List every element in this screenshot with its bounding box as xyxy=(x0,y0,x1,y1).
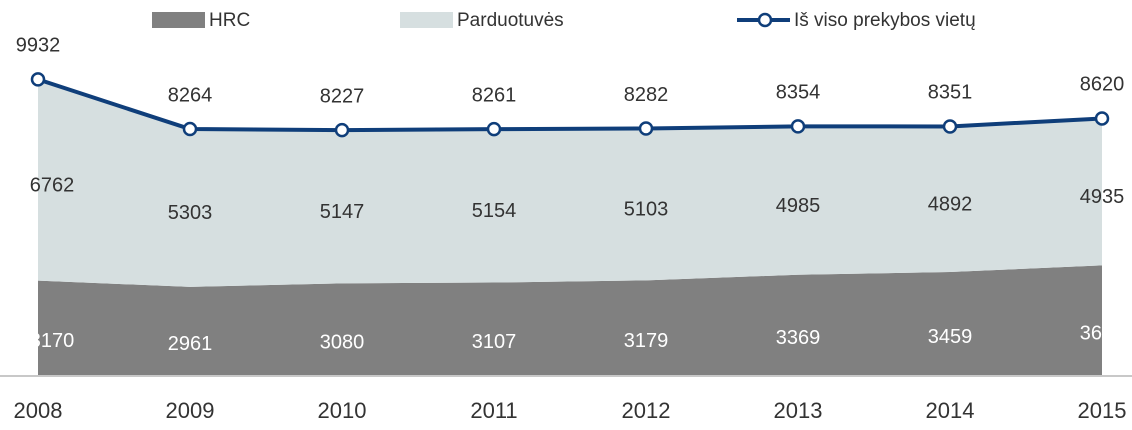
x-tick-label: 2011 xyxy=(470,398,517,423)
x-tick-label: 2014 xyxy=(926,398,975,423)
legend-label: HRC xyxy=(209,10,250,31)
data-label: 9932 xyxy=(16,35,61,57)
point xyxy=(334,122,350,138)
x-tick-label: 2010 xyxy=(318,398,367,423)
point xyxy=(942,119,958,134)
data-label: 3179 xyxy=(624,330,669,352)
x-tick-label: 2008 xyxy=(14,398,63,423)
data-label: 3459 xyxy=(928,326,973,348)
data-label: 5154 xyxy=(472,200,517,222)
data-label: 4892 xyxy=(928,194,973,216)
data-label: 3107 xyxy=(472,331,517,353)
area xyxy=(38,265,1102,375)
x-tick-label: 2009 xyxy=(166,398,215,423)
point xyxy=(30,72,46,87)
data-label: 4985 xyxy=(776,195,821,217)
data-label: 3080 xyxy=(320,331,365,353)
data-label: 6762 xyxy=(30,174,75,196)
data-label: 8354 xyxy=(776,82,821,104)
point xyxy=(486,121,502,137)
legend-swatch xyxy=(152,12,205,28)
area xyxy=(38,79,1102,287)
data-label: 8351 xyxy=(928,82,973,104)
x-tick-label: 2015 xyxy=(1078,398,1127,423)
legend-label: Parduotuvės xyxy=(457,10,564,31)
data-label: 3170 xyxy=(30,330,75,352)
point xyxy=(638,121,654,136)
data-label: 3369 xyxy=(776,327,821,349)
data-label: 8227 xyxy=(320,85,365,107)
line xyxy=(37,77,1103,133)
data-label: 8264 xyxy=(168,84,213,106)
data-label: 5103 xyxy=(624,199,669,221)
data-label: 3685 xyxy=(1080,322,1125,344)
data-label: 8261 xyxy=(472,84,517,106)
data-label: 4935 xyxy=(1080,186,1125,208)
x-tick-label: 2013 xyxy=(774,398,823,423)
data-label: 2961 xyxy=(168,333,213,355)
point xyxy=(182,121,198,137)
data-label: 5147 xyxy=(320,201,365,223)
legend-swatch xyxy=(400,12,453,28)
point xyxy=(1094,111,1110,126)
legend-swatch xyxy=(757,12,773,28)
legend-label: Iš viso prekybos vietų xyxy=(794,10,976,31)
data-label: 8282 xyxy=(624,84,669,106)
point xyxy=(790,119,806,134)
data-label: 8620 xyxy=(1080,74,1125,96)
data-label: 5303 xyxy=(168,202,213,224)
x-tick-label: 2012 xyxy=(622,398,671,423)
